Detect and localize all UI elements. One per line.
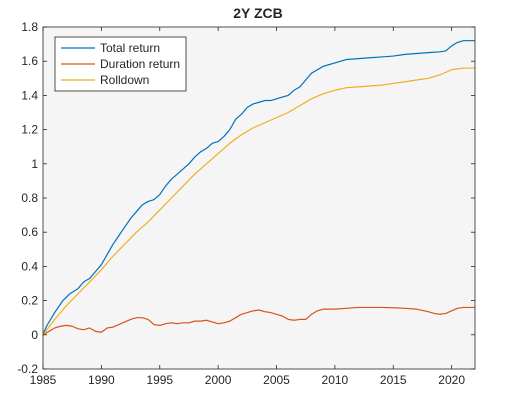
series-line-total-return (42, 40, 475, 336)
y-tick-label: 0.6 (21, 225, 38, 239)
y-tick-label: -0.2 (17, 362, 38, 376)
series-line-duration-return (42, 306, 475, 336)
x-tick-label: 2010 (322, 373, 349, 387)
x-tick-label: 2020 (438, 373, 465, 387)
x-tick-label: 1985 (30, 373, 57, 387)
legend-label-rolldown: Rolldown (100, 73, 149, 87)
x-tick-label: 2005 (263, 373, 290, 387)
y-tick-label: 0.8 (21, 191, 38, 205)
series-line-rolldown (42, 67, 475, 336)
legend: Total return Duration return Rolldown (54, 36, 187, 92)
chart-title: 2Y ZCB (233, 5, 283, 21)
x-tick-label: 2015 (380, 373, 407, 387)
y-tick-label: 1.4 (21, 88, 38, 102)
y-tick-label: 0.4 (21, 259, 38, 273)
y-tick-label: 0 (31, 328, 38, 342)
series-layer (42, 40, 475, 336)
y-tick-label: 1.2 (21, 123, 38, 137)
ticks-layer: 1985 1990 1995 2000 2005 2010 2015 2020 -0.2 0 0.2… (17, 20, 475, 387)
legend-label-duration-return: Duration return (100, 57, 180, 71)
y-tick-label: 0.2 (21, 294, 38, 308)
y-tick-label: 1.8 (21, 20, 38, 34)
legend-label-total-return: Total return (100, 41, 160, 55)
y-tick-label: 1 (31, 157, 38, 171)
y-tick-label: 1.6 (21, 54, 38, 68)
x-tick-label: 1990 (88, 373, 115, 387)
x-tick-label: 1995 (146, 373, 173, 387)
x-tick-label: 2000 (205, 373, 232, 387)
